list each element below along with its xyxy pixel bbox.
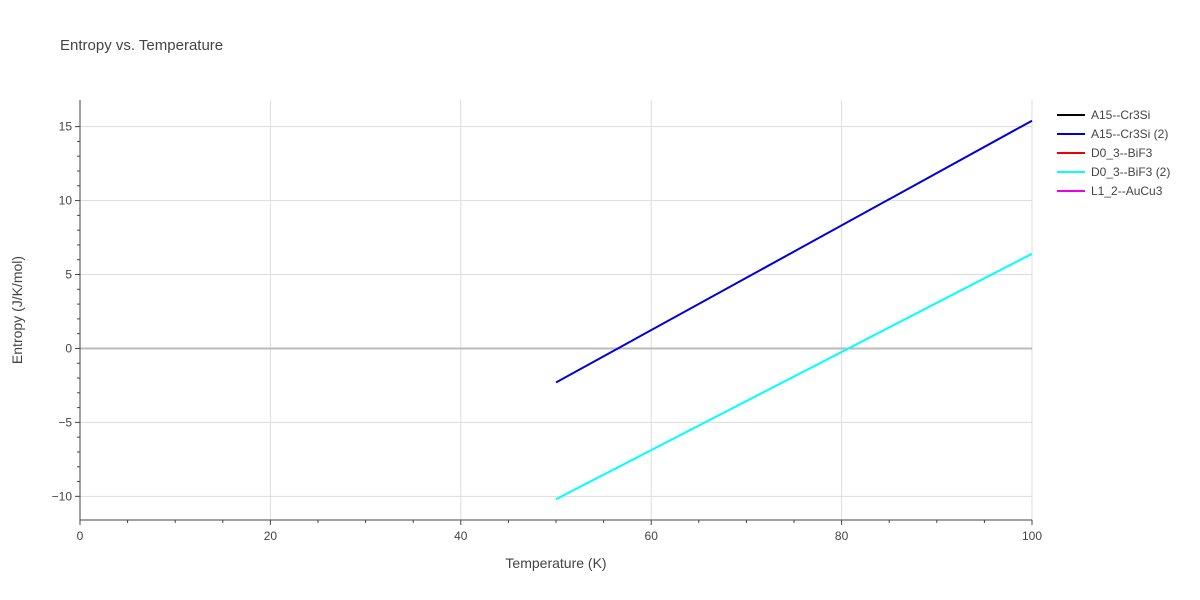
x-axis-ticks: 0 20 40 60 80 100 (77, 529, 1043, 543)
grid (80, 100, 1033, 520)
y-axis-ticks: −10 −5 0 5 10 15 (52, 120, 73, 504)
axes (75, 100, 1033, 525)
y-tick-label: 5 (65, 268, 72, 282)
plot-lines (555, 119, 1033, 501)
series-line-3 (555, 252, 1033, 501)
x-tick-label: 0 (77, 529, 84, 543)
x-tick-label: 20 (264, 529, 278, 543)
y-tick-label: 0 (65, 341, 72, 355)
legend: A15--Cr3Si A15--Cr3Si (2) D0_3--BiF3 D0_3--… (1057, 108, 1170, 198)
legend-label-0: A15--Cr3Si (1091, 108, 1150, 122)
legend-label-1: A15--Cr3Si (2) (1091, 127, 1168, 141)
legend-label-3: D0_3--BiF3 (2) (1091, 165, 1170, 179)
chart-title: Entropy vs. Temperature (60, 37, 223, 54)
x-tick-label: 80 (835, 529, 849, 543)
x-tick-label: 100 (1022, 529, 1042, 543)
y-tick-label: −10 (52, 489, 73, 503)
x-tick-label: 40 (454, 529, 468, 543)
x-axis-title: Temperature (K) (505, 555, 606, 571)
legend-label-2: D0_3--BiF3 (1091, 146, 1153, 160)
y-tick-label: −5 (58, 415, 72, 429)
series-line-1 (555, 119, 1033, 384)
x-tick-label: 60 (645, 529, 659, 543)
legend-label-4: L1_2--AuCu3 (1091, 184, 1163, 198)
y-tick-label: 15 (59, 120, 73, 134)
y-tick-label: 10 (59, 194, 73, 208)
y-axis-title: Entropy (J/K/mol) (9, 256, 25, 364)
